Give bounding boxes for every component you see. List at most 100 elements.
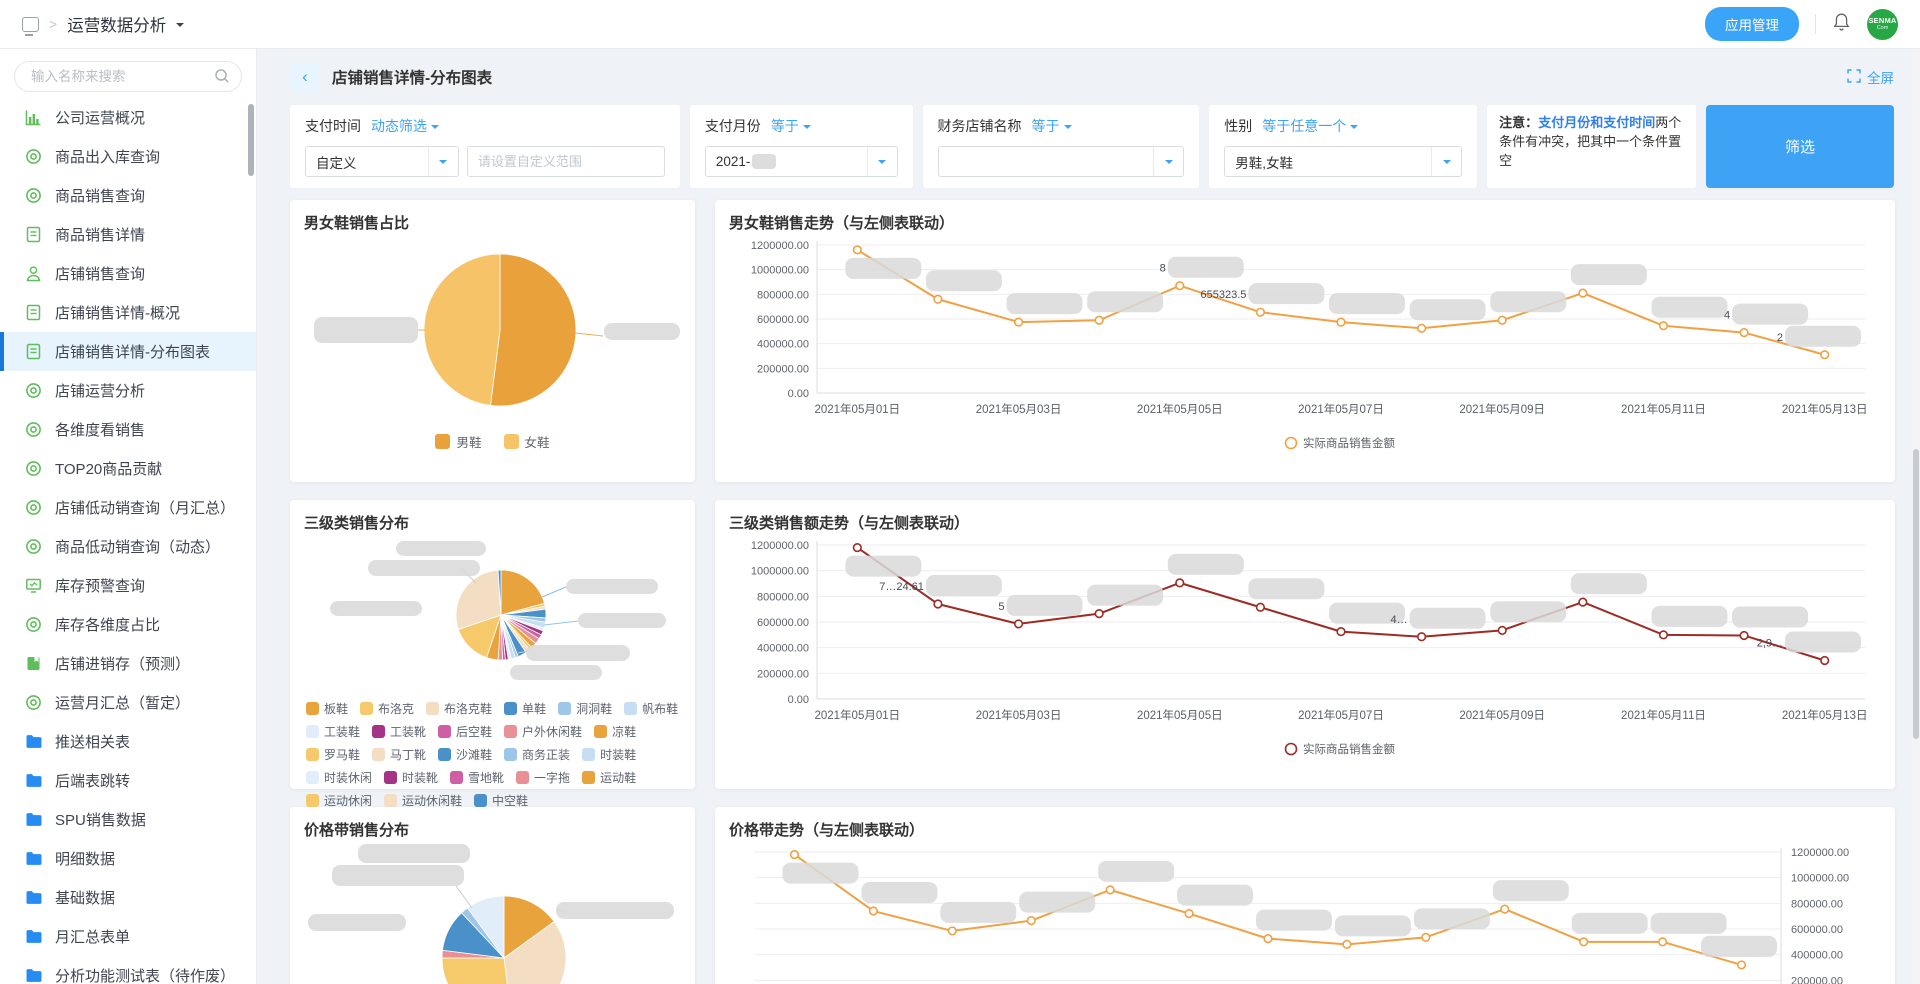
pie-slice[interactable] bbox=[455, 569, 502, 630]
pie-slice[interactable] bbox=[503, 921, 567, 984]
data-point-marker[interactable] bbox=[1255, 602, 1265, 612]
data-point-marker[interactable] bbox=[947, 926, 957, 936]
legend-item[interactable]: 洞洞鞋 bbox=[558, 700, 612, 717]
pie-slice[interactable] bbox=[423, 253, 501, 406]
sidebar-item[interactable]: 公司运营概况 bbox=[0, 98, 256, 137]
legend-marker[interactable] bbox=[1284, 742, 1298, 756]
data-point-marker[interactable] bbox=[1094, 315, 1104, 325]
data-point-marker[interactable] bbox=[1263, 934, 1273, 944]
filter-text-input[interactable] bbox=[466, 146, 665, 177]
line-chart[interactable]: 0.00200000.00400000.00600000.00800000.00… bbox=[729, 235, 1881, 469]
pie-chart[interactable] bbox=[304, 842, 681, 984]
legend-item[interactable]: 工装靴 bbox=[372, 723, 426, 740]
sidebar-scrollbar-thumb[interactable] bbox=[248, 104, 254, 176]
pie-slice[interactable] bbox=[490, 253, 577, 407]
sidebar-item[interactable]: 店铺销售查询 bbox=[0, 254, 256, 293]
data-point-marker[interactable] bbox=[1658, 321, 1669, 331]
page-scrollbar-thumb[interactable] bbox=[1913, 449, 1919, 739]
sidebar-item[interactable]: 店铺低动销查询（月汇总） bbox=[0, 488, 256, 527]
legend-item[interactable]: 运动鞋 bbox=[582, 769, 636, 786]
legend-item[interactable]: 后空鞋 bbox=[438, 723, 492, 740]
legend-item[interactable]: 马丁靴 bbox=[372, 746, 426, 763]
search-input[interactable] bbox=[14, 61, 242, 92]
pie-slice[interactable] bbox=[500, 569, 545, 616]
data-point-marker[interactable] bbox=[1421, 932, 1431, 942]
user-avatar[interactable]: SENMA Com bbox=[1867, 8, 1898, 40]
sidebar-item[interactable]: 运营月汇总（暂定） bbox=[0, 683, 256, 722]
fullscreen-button[interactable]: 全屏 bbox=[1847, 67, 1894, 87]
data-point-marker[interactable] bbox=[1336, 317, 1346, 327]
data-point-marker[interactable] bbox=[1500, 904, 1510, 914]
legend-item[interactable]: 布洛克鞋 bbox=[426, 700, 492, 717]
sidebar-item[interactable]: 基础数据 bbox=[0, 878, 256, 917]
legend-item[interactable]: 板鞋 bbox=[306, 700, 348, 717]
pie-slice[interactable] bbox=[497, 569, 502, 616]
app-title[interactable]: 运营数据分析 bbox=[67, 17, 167, 35]
legend-item[interactable]: 中空鞋 bbox=[474, 792, 528, 809]
data-point-marker[interactable] bbox=[1417, 323, 1427, 333]
data-point-marker[interactable] bbox=[933, 599, 943, 609]
data-point-marker[interactable] bbox=[1736, 960, 1747, 970]
legend-marker[interactable] bbox=[1284, 436, 1298, 450]
data-point-marker[interactable] bbox=[1175, 281, 1185, 291]
filter-submit-button[interactable]: 筛选 bbox=[1706, 105, 1894, 188]
data-point-marker[interactable] bbox=[1105, 885, 1115, 895]
legend-item[interactable]: 时装靴 bbox=[384, 769, 438, 786]
legend-item[interactable]: 运动休闲 bbox=[306, 792, 372, 809]
sidebar-item[interactable]: 各维度看销售 bbox=[0, 410, 256, 449]
sidebar-item[interactable]: 店铺销售详情-概况 bbox=[0, 293, 256, 332]
sidebar-item[interactable]: 库存各维度占比 bbox=[0, 605, 256, 644]
sidebar-item[interactable]: 明细数据 bbox=[0, 839, 256, 878]
sidebar-item[interactable]: 商品销售查询 bbox=[0, 176, 256, 215]
sidebar-item[interactable]: 分析功能测试表（待作废） bbox=[0, 956, 256, 984]
data-point-marker[interactable] bbox=[1578, 288, 1588, 298]
legend-item[interactable]: 一字拖 bbox=[516, 769, 570, 786]
sidebar-item[interactable]: 商品低动销查询（动态） bbox=[0, 527, 256, 566]
legend-label[interactable]: 实际商品销售金额 bbox=[1303, 436, 1395, 450]
legend-item[interactable]: 布洛克 bbox=[360, 700, 414, 717]
data-point-marker[interactable] bbox=[1497, 315, 1507, 325]
data-point-marker[interactable] bbox=[1026, 916, 1036, 926]
data-point-marker[interactable] bbox=[1342, 939, 1352, 949]
data-point-marker[interactable] bbox=[1497, 625, 1507, 635]
line-chart[interactable]: 0.00200000.00400000.00600000.00800000.00… bbox=[729, 842, 1881, 984]
legend-item[interactable]: 凉鞋 bbox=[594, 723, 636, 740]
filter-operator[interactable]: 等于 bbox=[771, 116, 811, 136]
data-point-marker[interactable] bbox=[1820, 655, 1830, 666]
sidebar-item[interactable]: 推送相关表 bbox=[0, 722, 256, 761]
data-point-marker[interactable] bbox=[1184, 908, 1194, 919]
notification-bell-icon[interactable] bbox=[1832, 12, 1851, 37]
data-point-marker[interactable] bbox=[1013, 317, 1024, 327]
sidebar-item[interactable]: SPU销售数据 bbox=[0, 800, 256, 839]
line-chart[interactable]: 0.00200000.00400000.00600000.00800000.00… bbox=[729, 535, 1881, 775]
data-point-marker[interactable] bbox=[1336, 627, 1346, 637]
filter-operator[interactable]: 动态筛选 bbox=[371, 116, 439, 136]
data-point-marker[interactable] bbox=[1578, 597, 1588, 607]
legend-item[interactable]: 单鞋 bbox=[504, 700, 546, 717]
filter-select[interactable] bbox=[937, 146, 1185, 177]
data-point-marker[interactable] bbox=[1658, 630, 1669, 640]
data-point-marker[interactable] bbox=[789, 849, 800, 860]
sidebar-item[interactable]: 月汇总表单 bbox=[0, 917, 256, 956]
data-point-marker[interactable] bbox=[1013, 619, 1024, 629]
sidebar-item[interactable]: TOP20商品贡献 bbox=[0, 449, 256, 488]
legend-item[interactable]: 罗马鞋 bbox=[306, 746, 360, 763]
legend-item[interactable]: 时装休闲 bbox=[306, 769, 372, 786]
chevron-down-icon[interactable] bbox=[176, 22, 185, 31]
filter-operator[interactable]: 等于任意一个 bbox=[1262, 116, 1359, 136]
data-point-marker[interactable] bbox=[1175, 578, 1185, 588]
pie-chart[interactable] bbox=[304, 535, 681, 687]
legend-item[interactable]: 商务正装 bbox=[504, 746, 570, 763]
filter-select[interactable]: 2021- bbox=[704, 146, 898, 177]
search-icon[interactable] bbox=[214, 68, 230, 89]
pie-chart[interactable] bbox=[304, 235, 681, 421]
legend-item[interactable]: 雪地靴 bbox=[450, 769, 504, 786]
pie-slice[interactable] bbox=[467, 895, 505, 960]
legend-item[interactable]: 男鞋 bbox=[435, 432, 482, 451]
legend-item[interactable]: 沙滩鞋 bbox=[438, 746, 492, 763]
data-point-marker[interactable] bbox=[1094, 609, 1104, 619]
legend-item[interactable]: 帆布鞋 bbox=[624, 700, 678, 717]
sidebar-item[interactable]: 店铺运营分析 bbox=[0, 371, 256, 410]
legend-item[interactable]: 运动休闲鞋 bbox=[384, 792, 462, 809]
data-point-marker[interactable] bbox=[1579, 937, 1589, 947]
